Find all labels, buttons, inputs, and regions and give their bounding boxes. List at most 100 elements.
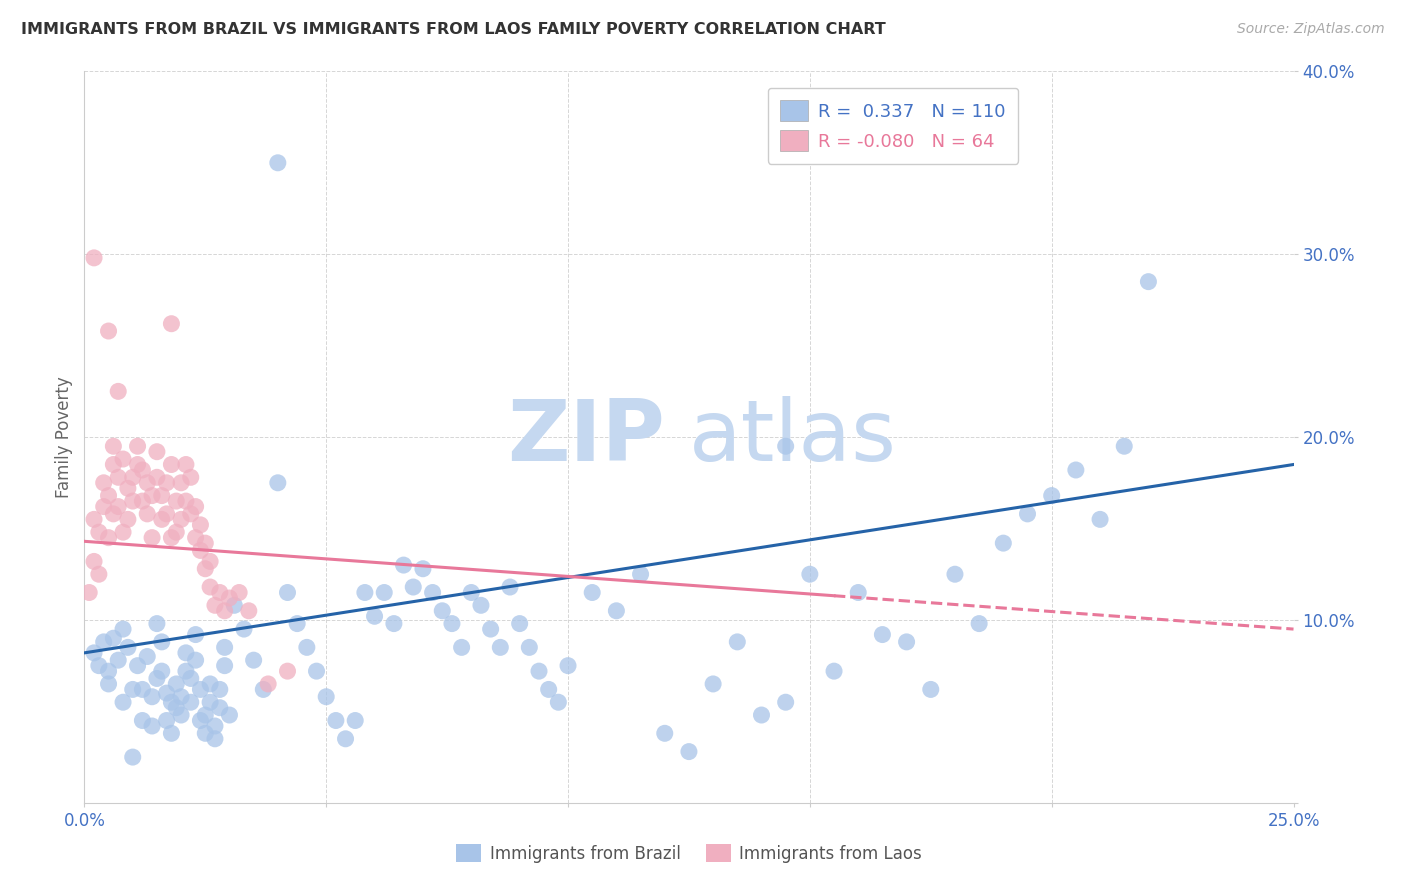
Text: atlas: atlas bbox=[689, 395, 897, 479]
Point bbox=[87, 525, 110, 540]
Point bbox=[141, 531, 163, 545]
Point bbox=[214, 640, 236, 655]
Point bbox=[131, 463, 153, 477]
Point bbox=[846, 585, 869, 599]
Point bbox=[97, 324, 120, 338]
Point bbox=[112, 452, 135, 467]
Point bbox=[422, 585, 444, 599]
Point bbox=[276, 585, 298, 599]
Point bbox=[136, 649, 159, 664]
Point bbox=[150, 635, 173, 649]
Point bbox=[180, 507, 202, 521]
Point bbox=[83, 646, 105, 660]
Point bbox=[103, 507, 125, 521]
Point bbox=[194, 562, 217, 576]
Point bbox=[373, 585, 395, 599]
Point bbox=[194, 726, 217, 740]
Point bbox=[136, 507, 159, 521]
Point bbox=[190, 714, 212, 728]
Point bbox=[112, 695, 135, 709]
Point bbox=[218, 591, 240, 605]
Point bbox=[872, 627, 894, 641]
Point bbox=[165, 677, 187, 691]
Text: Source: ZipAtlas.com: Source: ZipAtlas.com bbox=[1237, 22, 1385, 37]
Point bbox=[1137, 275, 1160, 289]
Point bbox=[605, 604, 627, 618]
Point bbox=[83, 554, 105, 568]
Y-axis label: Family Poverty: Family Poverty bbox=[55, 376, 73, 498]
Point bbox=[198, 677, 221, 691]
Point bbox=[654, 726, 676, 740]
Point bbox=[440, 616, 463, 631]
Point bbox=[174, 458, 197, 472]
Point bbox=[112, 525, 135, 540]
Point bbox=[190, 543, 212, 558]
Point bbox=[107, 384, 129, 399]
Point bbox=[180, 672, 202, 686]
Point bbox=[155, 714, 177, 728]
Point bbox=[93, 475, 115, 490]
Point bbox=[198, 554, 221, 568]
Point bbox=[920, 682, 942, 697]
Point bbox=[775, 439, 797, 453]
Point bbox=[155, 686, 177, 700]
Point bbox=[252, 682, 274, 697]
Point bbox=[214, 658, 236, 673]
Point bbox=[160, 695, 183, 709]
Point bbox=[967, 616, 990, 631]
Point bbox=[943, 567, 966, 582]
Point bbox=[208, 700, 231, 714]
Point bbox=[83, 251, 105, 265]
Point bbox=[170, 690, 193, 704]
Point bbox=[141, 690, 163, 704]
Point bbox=[83, 512, 105, 526]
Point bbox=[751, 708, 773, 723]
Point bbox=[121, 494, 143, 508]
Point bbox=[160, 726, 183, 740]
Point bbox=[131, 494, 153, 508]
Point bbox=[527, 664, 550, 678]
Text: IMMIGRANTS FROM BRAZIL VS IMMIGRANTS FROM LAOS FAMILY POVERTY CORRELATION CHART: IMMIGRANTS FROM BRAZIL VS IMMIGRANTS FRO… bbox=[21, 22, 886, 37]
Point bbox=[103, 458, 125, 472]
Point bbox=[141, 719, 163, 733]
Point bbox=[184, 627, 207, 641]
Point bbox=[112, 622, 135, 636]
Point bbox=[557, 658, 579, 673]
Point bbox=[180, 470, 202, 484]
Point bbox=[335, 731, 357, 746]
Point bbox=[127, 439, 149, 453]
Point bbox=[97, 664, 120, 678]
Point bbox=[725, 635, 748, 649]
Point bbox=[354, 585, 377, 599]
Point bbox=[630, 567, 652, 582]
Point bbox=[678, 745, 700, 759]
Point bbox=[146, 672, 169, 686]
Point bbox=[165, 525, 187, 540]
Point bbox=[1064, 463, 1087, 477]
Point bbox=[276, 664, 298, 678]
Point bbox=[402, 580, 425, 594]
Point bbox=[121, 750, 143, 764]
Point bbox=[127, 658, 149, 673]
Point bbox=[775, 695, 797, 709]
Point bbox=[1088, 512, 1111, 526]
Point bbox=[315, 690, 337, 704]
Point bbox=[325, 714, 347, 728]
Point bbox=[150, 489, 173, 503]
Point bbox=[103, 439, 125, 453]
Point bbox=[198, 695, 221, 709]
Point bbox=[799, 567, 821, 582]
Point bbox=[896, 635, 918, 649]
Point bbox=[97, 677, 120, 691]
Point bbox=[150, 512, 173, 526]
Point bbox=[382, 616, 405, 631]
Point bbox=[174, 494, 197, 508]
Point bbox=[160, 531, 183, 545]
Point bbox=[285, 616, 308, 631]
Point bbox=[103, 632, 125, 646]
Point bbox=[184, 653, 207, 667]
Point bbox=[214, 604, 236, 618]
Point bbox=[238, 604, 260, 618]
Point bbox=[160, 458, 183, 472]
Point bbox=[460, 585, 482, 599]
